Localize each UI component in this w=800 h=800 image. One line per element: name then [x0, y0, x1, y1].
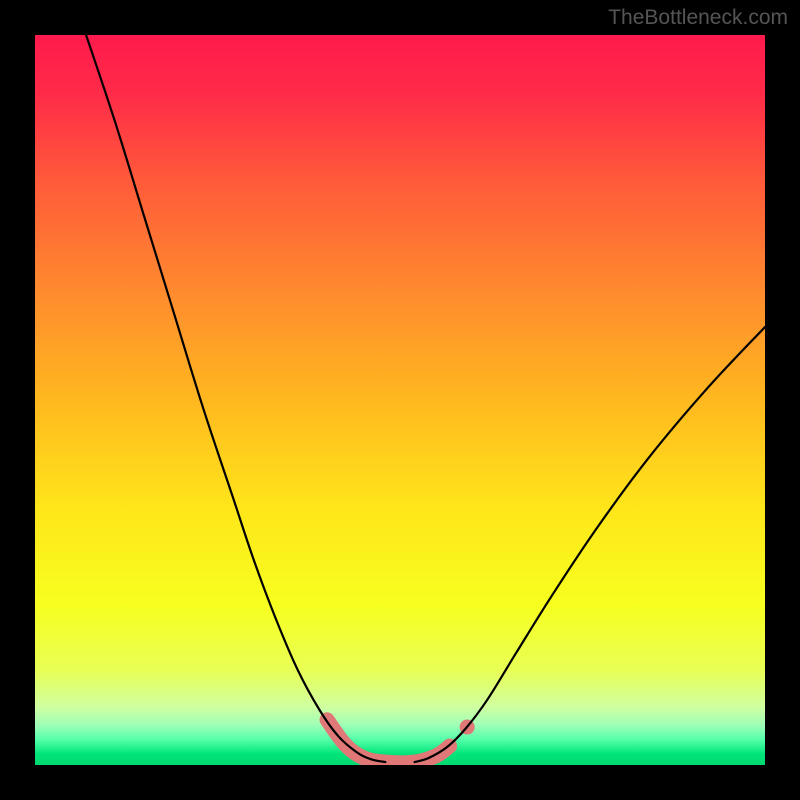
curve-right-branch — [415, 327, 765, 762]
plot-area — [35, 35, 765, 765]
curves-layer — [35, 35, 765, 765]
chart-container: TheBottleneck.com — [0, 0, 800, 800]
curve-left-branch — [86, 35, 385, 762]
watermark-text: TheBottleneck.com — [608, 6, 788, 30]
